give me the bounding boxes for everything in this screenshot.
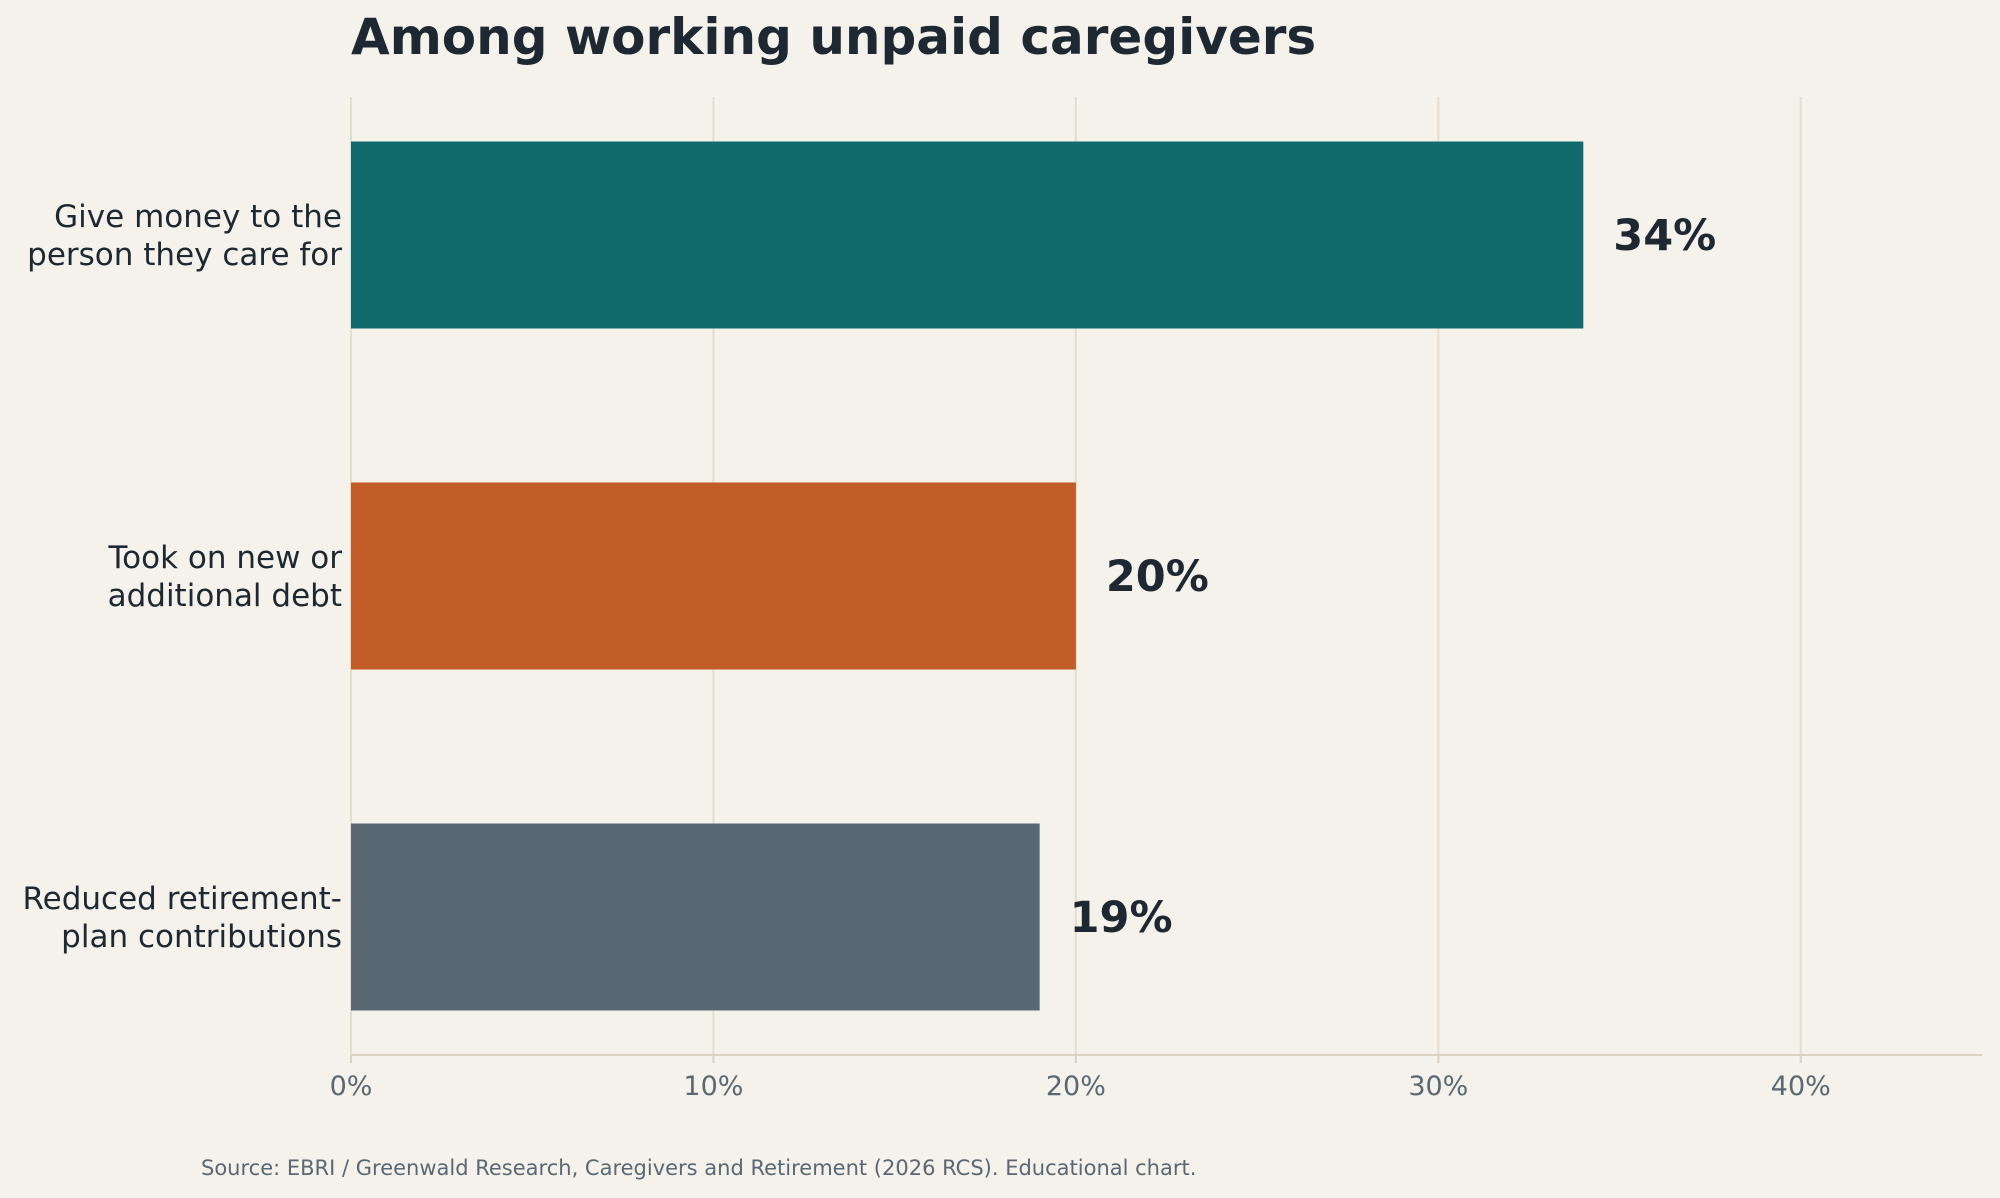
category-labels: Give money to the person they care for Too…: [23, 199, 343, 955]
chart-title: Among working unpaid caregivers: [351, 8, 1316, 66]
data-label: 34%: [1613, 211, 1716, 261]
category-label: Reduced retirement-plan contributions: [23, 881, 343, 955]
data-label: 19%: [1070, 893, 1173, 943]
x-axis: 0% 10% 20% 30% 40%: [330, 1054, 1982, 1102]
category-label: Give money to the person they care for: [27, 199, 342, 273]
x-tick-label: 0%: [330, 1071, 373, 1102]
bar: [351, 482, 1076, 670]
x-tick-label: 40%: [1771, 1071, 1831, 1102]
x-tick-label: 10%: [683, 1071, 743, 1102]
bar: [351, 823, 1040, 1011]
x-tick-label: 20%: [1046, 1071, 1106, 1102]
x-tick-label: 30%: [1408, 1071, 1468, 1102]
source-note: Source: EBRI / Greenwald Research, Careg…: [201, 1156, 1196, 1180]
data-label: 20%: [1106, 552, 1209, 602]
bars: 34% 20% 19%: [351, 141, 1716, 1011]
category-label: Took on new or additional debt: [107, 540, 342, 614]
bar: [351, 141, 1584, 329]
